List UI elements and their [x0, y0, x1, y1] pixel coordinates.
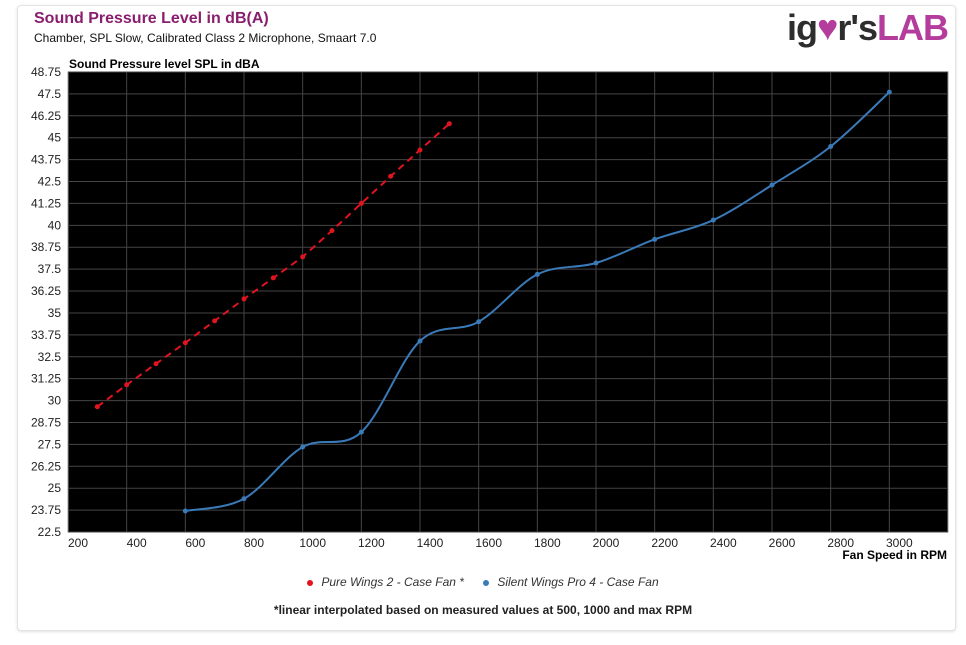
y-tick-label: 48.75: [31, 65, 61, 79]
x-tick-label: 1600: [475, 536, 502, 550]
legend-item-silent-wings[interactable]: Silent Wings Pro 4 - Case Fan: [483, 575, 659, 589]
y-tick-label: 33.75: [31, 328, 61, 342]
x-tick-label: 1000: [299, 536, 326, 550]
data-point: [417, 338, 423, 344]
data-point: [300, 254, 306, 260]
y-tick-label: 35: [48, 306, 62, 320]
x-tick-label: 2400: [710, 536, 737, 550]
data-point: [476, 319, 482, 325]
data-point: [182, 508, 188, 514]
y-tick-label: 41.25: [31, 196, 61, 210]
y-tick-label: 28.75: [31, 415, 61, 429]
y-tick-label: 38.75: [31, 240, 61, 254]
y-tick-label: 40: [48, 218, 62, 232]
x-tick-label: 1400: [417, 536, 444, 550]
y-tick-label: 30: [48, 394, 62, 408]
grid: [67, 71, 949, 533]
legend-label: Silent Wings Pro 4 - Case Fan: [497, 575, 659, 589]
x-tick-label: 600: [185, 536, 205, 550]
x-tick-label: 200: [68, 536, 88, 550]
y-tick-label: 46.25: [31, 109, 61, 123]
plot-background: [67, 71, 949, 533]
data-point: [828, 143, 834, 149]
y-tick-label: 22.5: [38, 525, 62, 539]
data-point: [593, 260, 599, 266]
x-axis-title: Fan Speed in RPM: [842, 548, 947, 562]
data-point: [94, 404, 100, 410]
y-axis-title: Sound Pressure level SPL in dBA: [69, 57, 260, 71]
y-tick-label: 47.5: [38, 87, 62, 101]
series: [94, 89, 892, 514]
data-point: [652, 236, 658, 242]
data-point: [769, 182, 775, 188]
data-point: [300, 444, 306, 450]
y-tick-label: 25: [48, 481, 62, 495]
data-point: [329, 228, 335, 234]
x-tick-label: 1200: [358, 536, 385, 550]
y-tick-label: 42.5: [38, 175, 62, 189]
data-point: [241, 496, 247, 502]
x-axis-ticks: 200 400 600 800 1000 1200 1400 1600 1800 2000 2200…: [68, 536, 913, 550]
legend-item-pure-wings[interactable]: Pure Wings 2 - Case Fan *: [307, 575, 464, 589]
data-point: [534, 271, 540, 277]
x-tick-label: 2800: [827, 536, 854, 550]
data-point: [241, 296, 247, 302]
x-tick-label: 400: [127, 536, 147, 550]
y-tick-label: 43.75: [31, 153, 61, 167]
y-tick-label: 45: [48, 131, 62, 145]
data-point: [388, 173, 394, 179]
data-point: [446, 121, 452, 127]
data-point: [270, 275, 276, 281]
y-tick-label: 31.25: [31, 372, 61, 386]
data-point: [182, 340, 188, 346]
igorslab-logo: ig♥r'sLAB: [787, 7, 949, 48]
chart-subtitle: Chamber, SPL Slow, Calibrated Class 2 Mi…: [34, 31, 377, 45]
x-tick-label: 3000: [886, 536, 913, 550]
data-point: [153, 361, 159, 367]
data-point: [886, 89, 892, 95]
y-tick-label: 27.5: [38, 437, 62, 451]
y-tick-label: 26.25: [31, 459, 61, 473]
y-tick-label: 37.5: [38, 262, 62, 276]
legend-marker-blue: [483, 579, 490, 586]
data-point: [358, 429, 364, 435]
x-tick-label: 2000: [593, 536, 620, 550]
data-point: [212, 318, 218, 324]
data-point: [417, 147, 423, 153]
data-point: [710, 217, 716, 223]
y-tick-label: 23.75: [31, 503, 61, 517]
y-tick-label: 32.5: [38, 350, 62, 364]
x-tick-label: 1800: [534, 536, 561, 550]
legend: Pure Wings 2 - Case Fan * Silent Wings P…: [0, 575, 966, 589]
data-point: [124, 382, 130, 388]
x-tick-label: 2600: [769, 536, 796, 550]
x-tick-label: 2200: [651, 536, 678, 550]
x-tick-label: 800: [244, 536, 264, 550]
chart-title: Sound Pressure Level in dB(A): [34, 10, 269, 27]
data-point: [358, 200, 364, 206]
y-axis-ticks: 22.5 23.75 25 26.25 27.5 28.75 30 31.25 32.5 33.7…: [31, 65, 61, 539]
legend-label: Pure Wings 2 - Case Fan *: [321, 575, 464, 589]
y-tick-label: 36.25: [31, 284, 61, 298]
legend-marker-red: [307, 579, 314, 586]
footnote: *linear interpolated based on measured v…: [273, 603, 693, 617]
